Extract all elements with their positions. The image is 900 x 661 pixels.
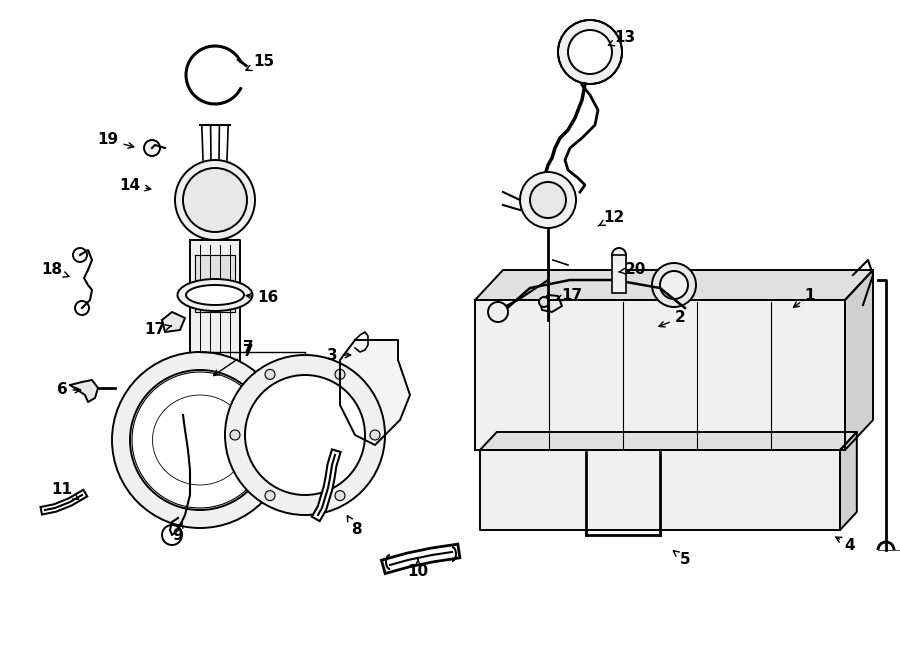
Circle shape bbox=[130, 370, 270, 510]
Polygon shape bbox=[480, 450, 840, 530]
Circle shape bbox=[225, 355, 385, 515]
Text: 7: 7 bbox=[213, 344, 253, 375]
Circle shape bbox=[660, 271, 688, 299]
Circle shape bbox=[530, 182, 566, 218]
Text: 8: 8 bbox=[347, 516, 361, 537]
Circle shape bbox=[335, 490, 345, 500]
Text: 6: 6 bbox=[57, 383, 81, 397]
Polygon shape bbox=[195, 255, 235, 311]
Text: 11: 11 bbox=[51, 483, 78, 499]
Text: 2: 2 bbox=[659, 311, 686, 327]
Polygon shape bbox=[840, 432, 857, 530]
Text: 12: 12 bbox=[598, 210, 625, 226]
Ellipse shape bbox=[186, 285, 244, 305]
Bar bbox=[612, 255, 626, 293]
Text: 18: 18 bbox=[41, 262, 69, 278]
Circle shape bbox=[335, 369, 345, 379]
Text: 17: 17 bbox=[556, 288, 582, 303]
Polygon shape bbox=[475, 300, 845, 450]
Text: 1: 1 bbox=[794, 288, 815, 307]
Polygon shape bbox=[475, 270, 873, 300]
Circle shape bbox=[144, 140, 160, 156]
Circle shape bbox=[112, 352, 288, 528]
Text: 20: 20 bbox=[618, 262, 645, 278]
Text: 13: 13 bbox=[608, 30, 635, 46]
Text: 15: 15 bbox=[246, 54, 274, 71]
Circle shape bbox=[183, 168, 247, 232]
Circle shape bbox=[175, 160, 255, 240]
Polygon shape bbox=[480, 432, 857, 450]
Circle shape bbox=[265, 490, 275, 500]
Circle shape bbox=[370, 430, 380, 440]
Text: 3: 3 bbox=[327, 348, 351, 362]
Text: 19: 19 bbox=[97, 132, 134, 148]
Ellipse shape bbox=[177, 279, 253, 311]
Text: 4: 4 bbox=[836, 537, 855, 553]
Circle shape bbox=[488, 302, 508, 322]
Polygon shape bbox=[845, 270, 873, 450]
Text: 5: 5 bbox=[673, 551, 690, 568]
Polygon shape bbox=[70, 380, 98, 402]
Polygon shape bbox=[190, 240, 240, 370]
Circle shape bbox=[265, 369, 275, 379]
Polygon shape bbox=[540, 295, 562, 312]
Circle shape bbox=[612, 248, 626, 262]
Circle shape bbox=[568, 30, 612, 74]
Circle shape bbox=[520, 172, 576, 228]
Text: 9: 9 bbox=[173, 522, 184, 543]
Text: 7: 7 bbox=[243, 340, 253, 356]
Circle shape bbox=[652, 263, 696, 307]
Text: 16: 16 bbox=[247, 290, 279, 305]
Circle shape bbox=[558, 20, 622, 84]
Circle shape bbox=[245, 375, 365, 495]
Text: 14: 14 bbox=[120, 178, 151, 192]
Text: 10: 10 bbox=[408, 559, 428, 580]
Circle shape bbox=[230, 430, 240, 440]
Polygon shape bbox=[340, 340, 410, 445]
Polygon shape bbox=[162, 312, 185, 332]
Circle shape bbox=[539, 297, 549, 307]
Text: 17: 17 bbox=[144, 323, 171, 338]
